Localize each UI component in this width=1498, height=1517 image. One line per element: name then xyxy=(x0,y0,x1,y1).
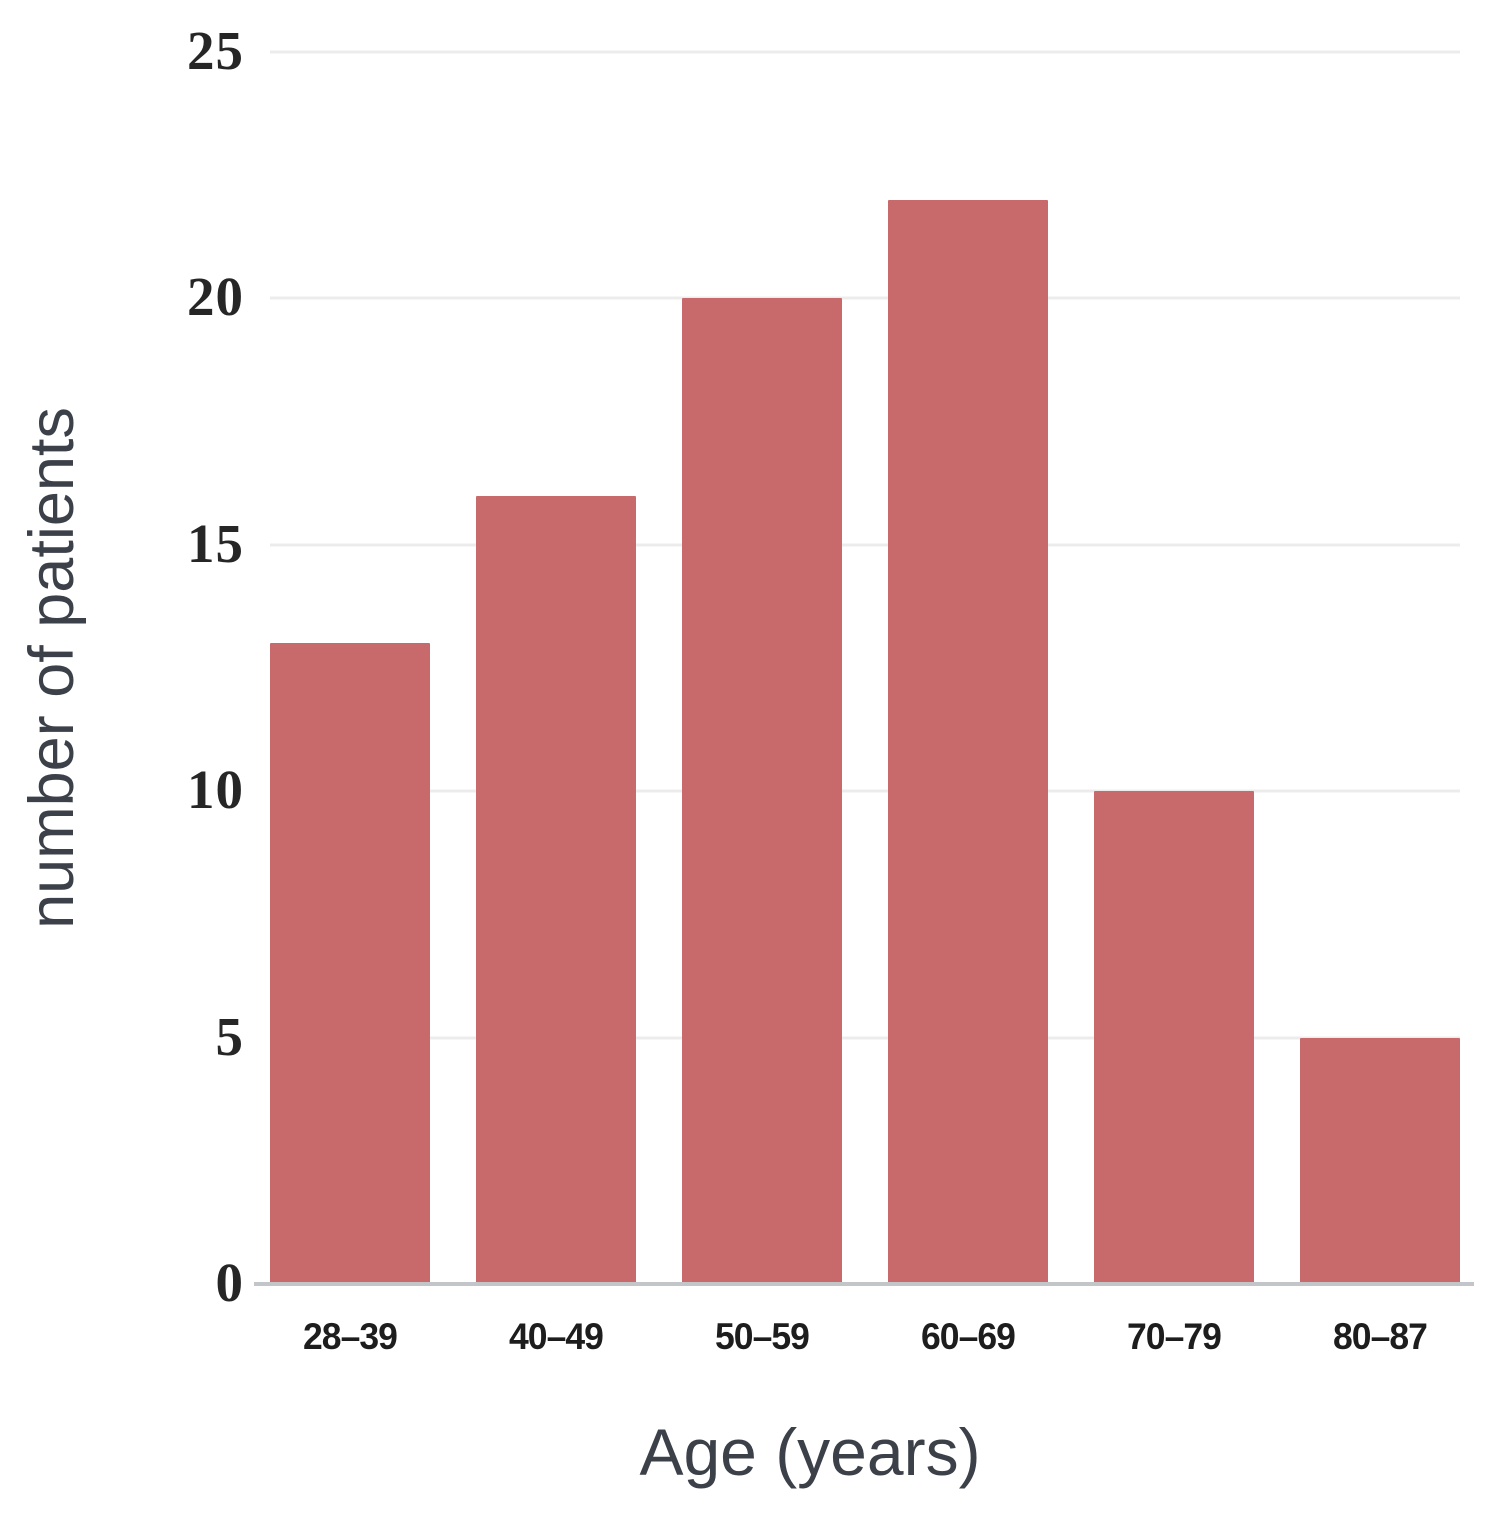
y-tick-label-0: 0 xyxy=(215,1252,244,1314)
y-tick-label-15: 15 xyxy=(187,513,244,575)
bar-50-59 xyxy=(682,298,842,1284)
bar-70-79 xyxy=(1094,791,1254,1284)
y-tick-label-25: 25 xyxy=(187,20,244,82)
x-axis-baseline xyxy=(254,1282,1474,1286)
gridline-10 xyxy=(270,789,1460,793)
y-axis-tick-labels: 25 20 15 10 5 0 xyxy=(0,20,244,1313)
x-tick-label-28-39: 28–39 xyxy=(303,1316,398,1357)
gridline-5 xyxy=(270,1036,1460,1040)
bars-group xyxy=(270,52,1460,1284)
gridline-20 xyxy=(270,296,1460,300)
bar-80-87 xyxy=(1300,1037,1460,1284)
x-tick-label-60-69: 60–69 xyxy=(921,1316,1016,1357)
y-tick-label-5: 5 xyxy=(215,1005,244,1067)
gridline-15 xyxy=(270,543,1460,547)
x-axis-title: Age (years) xyxy=(639,1415,981,1489)
x-axis-tick-labels: 28–39 40–49 50–59 60–69 70–79 80–87 xyxy=(270,1316,1460,1358)
bar-28-39 xyxy=(270,643,430,1284)
y-tick-label-20: 20 xyxy=(187,266,244,328)
x-tick-label-80-87: 80–87 xyxy=(1333,1316,1428,1357)
x-tick-label-70-79: 70–79 xyxy=(1127,1316,1222,1357)
gridline-25 xyxy=(270,50,1460,54)
bar-60-69 xyxy=(888,199,1048,1284)
x-tick-label-40-49: 40–49 xyxy=(509,1316,604,1357)
bar-40-49 xyxy=(476,495,636,1284)
x-tick-label-50-59: 50–59 xyxy=(715,1316,810,1357)
plot-area xyxy=(254,50,1474,1286)
y-tick-label-10: 10 xyxy=(187,759,244,821)
